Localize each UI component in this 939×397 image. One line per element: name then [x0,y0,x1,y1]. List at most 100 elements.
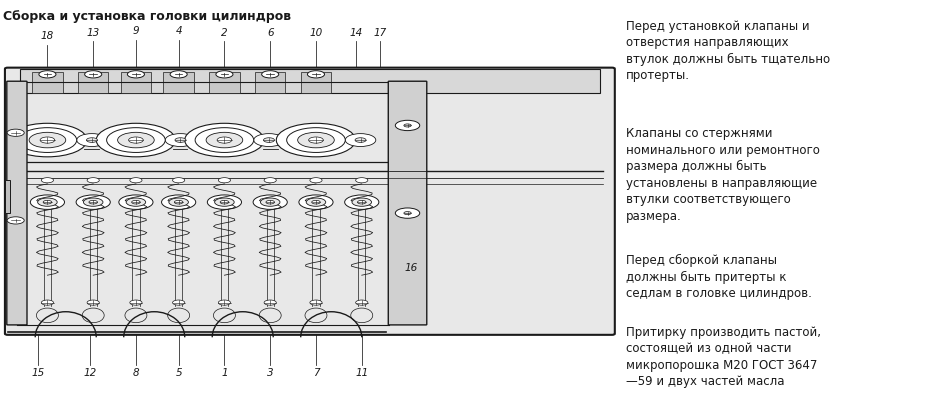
Circle shape [404,124,411,127]
Circle shape [173,177,185,183]
Text: 10: 10 [309,28,323,38]
Circle shape [130,300,142,305]
Circle shape [185,123,264,157]
Circle shape [298,132,334,148]
Circle shape [264,177,276,183]
Circle shape [352,198,372,206]
Circle shape [8,123,87,157]
Circle shape [169,198,189,206]
Circle shape [395,208,420,218]
Text: 8: 8 [132,368,139,378]
Bar [120,73,151,93]
Circle shape [254,195,287,209]
Ellipse shape [37,308,58,323]
Circle shape [126,198,146,206]
Circle shape [162,195,195,209]
Circle shape [254,134,285,146]
Circle shape [38,71,56,78]
FancyBboxPatch shape [5,67,615,335]
Text: 9: 9 [132,26,139,36]
Circle shape [87,177,100,183]
Circle shape [216,71,233,78]
Bar [163,73,194,93]
Text: 14: 14 [349,28,362,38]
Circle shape [355,138,366,143]
Text: 16: 16 [405,263,418,273]
Circle shape [217,137,232,143]
Circle shape [29,132,66,148]
Bar [78,73,109,93]
Circle shape [130,177,142,183]
Text: 11: 11 [355,368,368,378]
Circle shape [218,300,231,305]
Circle shape [84,198,103,206]
Circle shape [131,200,140,204]
Bar [5,180,9,213]
Circle shape [310,300,322,305]
Circle shape [173,300,185,305]
Circle shape [41,300,54,305]
Circle shape [89,200,98,204]
Ellipse shape [305,308,327,323]
Text: Клапаны со стержнями
номинального или ремонтного
размера должны быть
установлены: Клапаны со стержнями номинального или ре… [626,127,820,223]
Circle shape [175,200,183,204]
Circle shape [346,134,376,146]
Circle shape [264,138,274,143]
Circle shape [358,200,366,204]
Text: 12: 12 [84,368,97,378]
Circle shape [43,200,52,204]
Bar [32,73,63,93]
Bar [300,73,331,93]
Circle shape [30,195,65,209]
Circle shape [107,128,165,152]
Text: Перед сборкой клапаны
должны быть притерты к
седлам в головке цилиндров.: Перед сборкой клапаны должны быть притер… [626,254,812,300]
Text: Сборка и установка головки цилиндров: Сборка и установка головки цилиндров [3,10,291,23]
FancyBboxPatch shape [389,81,427,325]
Text: 18: 18 [40,31,54,41]
FancyBboxPatch shape [7,81,27,325]
Text: 7: 7 [313,368,319,378]
Text: 3: 3 [267,368,273,378]
Circle shape [165,134,195,146]
Text: 1: 1 [221,368,228,378]
Circle shape [309,137,323,143]
Text: 6: 6 [267,28,273,38]
Circle shape [395,120,420,131]
Bar [209,73,239,93]
Circle shape [129,137,144,143]
Bar [20,69,600,93]
Circle shape [310,177,322,183]
Circle shape [38,198,57,206]
Ellipse shape [125,308,146,323]
Circle shape [170,71,187,78]
Text: 4: 4 [176,26,182,36]
Text: Перед установкой клапаны и
отверстия направляющих
втулок должны быть тщательно
п: Перед установкой клапаны и отверстия нап… [626,20,830,83]
Circle shape [18,128,77,152]
Text: 13: 13 [86,28,100,38]
Ellipse shape [213,308,236,323]
Text: 5: 5 [176,368,182,378]
Circle shape [220,200,229,204]
Circle shape [266,200,274,204]
Circle shape [77,134,107,146]
Circle shape [76,195,110,209]
Circle shape [356,300,368,305]
Circle shape [128,71,145,78]
Circle shape [8,129,24,136]
Circle shape [8,217,24,224]
Ellipse shape [351,308,373,323]
Circle shape [264,300,276,305]
Ellipse shape [168,308,190,323]
Circle shape [215,198,234,206]
Circle shape [85,71,101,78]
Circle shape [286,128,346,152]
Text: 15: 15 [32,368,45,378]
Circle shape [117,132,154,148]
Circle shape [307,71,325,78]
Circle shape [208,195,241,209]
Circle shape [356,177,368,183]
Text: 2: 2 [221,28,228,38]
Text: 17: 17 [374,28,387,38]
Circle shape [299,195,333,209]
Circle shape [345,195,378,209]
